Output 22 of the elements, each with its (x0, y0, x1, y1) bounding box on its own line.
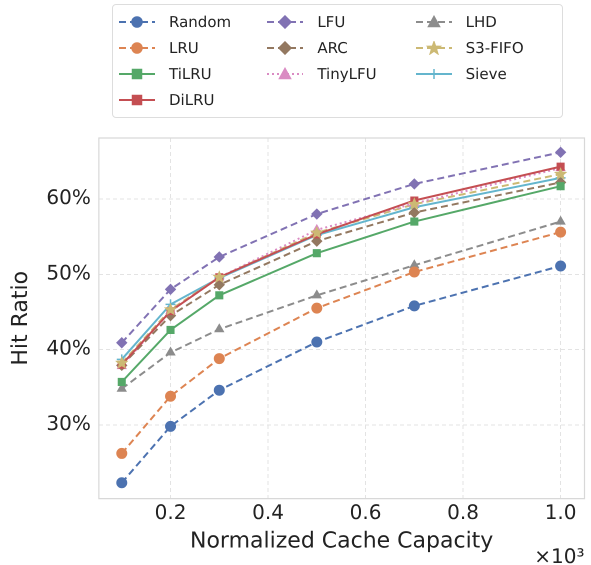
legend-label: Random (169, 13, 232, 31)
x-tick-label: 0.8 (447, 500, 479, 524)
legend-label: TinyLFU (317, 65, 377, 83)
y-tick-label: 30% (46, 411, 91, 436)
y-tick-label: 60% (46, 185, 91, 210)
x-axis-title: Normalized Cache Capacity (190, 528, 494, 554)
legend-label: ARC (317, 39, 348, 57)
legend-label: Sieve (466, 65, 507, 83)
x-tick-label: 0.2 (154, 500, 186, 524)
legend-label: LFU (317, 13, 346, 31)
x-tick-label: 0.4 (252, 500, 284, 524)
x-tick-label: 0.6 (350, 500, 382, 524)
y-axis-title: Hit Ratio (8, 270, 33, 366)
y-tick-label: 50% (46, 260, 91, 284)
legend-label: LHD (466, 13, 497, 31)
text: ×10³ (534, 544, 584, 565)
y-tick-label: 40% (46, 336, 91, 360)
legend-label: LRU (169, 39, 199, 57)
legend-label: S3-FIFO (466, 39, 524, 57)
legend-label: TiLRU (169, 65, 212, 83)
x-tick-label: 1.0 (544, 500, 577, 524)
legend-label: DiLRU (169, 91, 214, 109)
